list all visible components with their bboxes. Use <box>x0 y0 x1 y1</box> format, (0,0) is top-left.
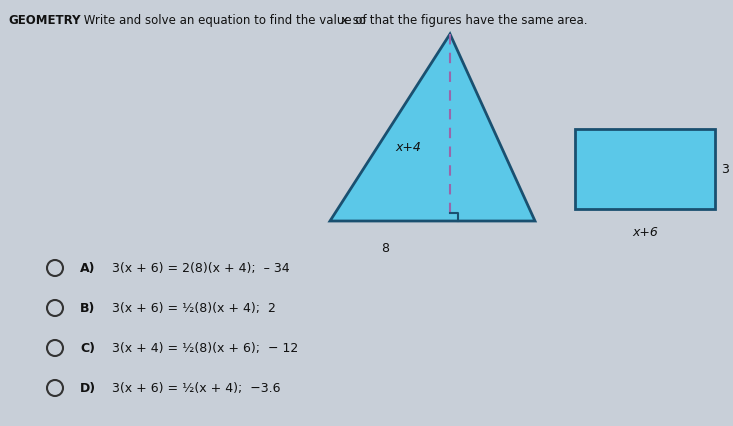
Text: x+6: x+6 <box>632 225 658 239</box>
Text: D): D) <box>80 382 96 394</box>
Text: x+4: x+4 <box>395 141 421 154</box>
Bar <box>575 130 715 210</box>
Text: 3(x + 6) = ½(8)(x + 4);  2: 3(x + 6) = ½(8)(x + 4); 2 <box>112 302 276 315</box>
Text: x: x <box>340 14 347 27</box>
Polygon shape <box>330 35 535 222</box>
Text: 8: 8 <box>381 242 389 254</box>
Text: B): B) <box>80 302 95 315</box>
Text: so that the figures have the same area.: so that the figures have the same area. <box>349 14 588 27</box>
Text: 3(x + 6) = ½(x + 4);  −3.6: 3(x + 6) = ½(x + 4); −3.6 <box>112 382 281 394</box>
Text: GEOMETRY: GEOMETRY <box>8 14 81 27</box>
Text: 3: 3 <box>721 163 729 176</box>
Text: C): C) <box>80 342 95 355</box>
Text: 3(x + 6) = 2(8)(x + 4);  – 34: 3(x + 6) = 2(8)(x + 4); – 34 <box>112 262 290 275</box>
Text: 3(x + 4) = ½(8)(x + 6);  − 12: 3(x + 4) = ½(8)(x + 6); − 12 <box>112 342 298 355</box>
Text: A): A) <box>80 262 95 275</box>
Text: Write and solve an equation to find the value of: Write and solve an equation to find the … <box>80 14 370 27</box>
